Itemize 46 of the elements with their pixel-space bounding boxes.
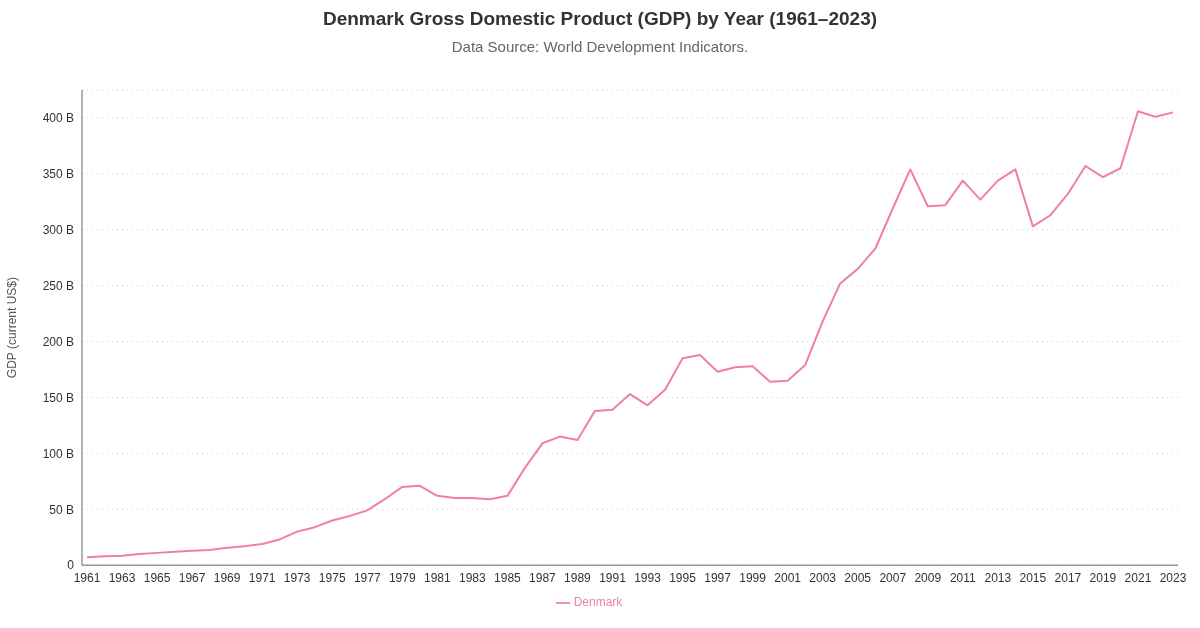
- x-tick-label: 1983: [459, 570, 487, 585]
- y-tick-label: 250 B: [42, 278, 74, 293]
- chart-subtitle: Data Source: World Development Indicators.: [450, 38, 750, 55]
- x-tick-label: 1971: [248, 570, 276, 585]
- x-tick-label: 1987: [529, 570, 557, 585]
- y-tick-label: 350 B: [42, 167, 74, 182]
- x-tick-label: 1995: [669, 570, 697, 585]
- y-tick-label: 50 B: [49, 502, 74, 517]
- x-tick-label: 2003: [809, 570, 837, 585]
- x-tick-label: 1969: [213, 570, 241, 585]
- x-tick-label: 1997: [704, 570, 732, 585]
- x-tick-label: 2015: [1019, 570, 1047, 585]
- x-tick-label: 1989: [564, 570, 592, 585]
- x-tick-label: 1979: [388, 570, 416, 585]
- chart-title: Denmark Gross Domestic Product (GDP) by Year (1961–2023): [321, 8, 879, 30]
- x-tick-label: 2019: [1089, 570, 1117, 585]
- y-tick-label: 400 B: [42, 111, 74, 126]
- x-tick-label: 2009: [914, 570, 942, 585]
- x-tick-label: 1961: [73, 570, 101, 585]
- x-tick-label: 2021: [1124, 570, 1152, 585]
- y-tick-label: 150 B: [42, 390, 74, 405]
- y-axis-title: GDP (current US$): [5, 277, 20, 379]
- x-tick-label: 1975: [318, 570, 346, 585]
- x-tick-label: 1965: [143, 570, 171, 585]
- x-tick-label: 2011: [949, 570, 977, 585]
- y-tick-label: 300 B: [42, 223, 74, 238]
- x-tick-label: 2023: [1159, 570, 1187, 585]
- x-tick-label: 2001: [774, 570, 802, 585]
- x-tick-label: 1991: [599, 570, 627, 585]
- x-tick-label: 2013: [984, 570, 1012, 585]
- x-tick-label: 2007: [879, 570, 907, 585]
- x-tick-label: 1981: [423, 570, 451, 585]
- line-series: [86, 110, 1174, 559]
- x-tick-label: 1963: [108, 570, 136, 585]
- x-tick-label: 1977: [353, 570, 381, 585]
- x-tick-label: 1999: [739, 570, 767, 585]
- legend-label: Denmark: [573, 595, 623, 610]
- y-tick-label: 0: [67, 558, 75, 573]
- x-tick-label: 1973: [283, 570, 311, 585]
- x-tick-label: 1985: [494, 570, 522, 585]
- x-tick-label: 1993: [634, 570, 662, 585]
- x-tick-label: 2017: [1054, 570, 1082, 585]
- x-tick-label: 2005: [844, 570, 872, 585]
- y-tick-label: 100 B: [42, 446, 74, 461]
- y-tick-label: 200 B: [42, 334, 74, 349]
- x-tick-label: 1967: [178, 570, 206, 585]
